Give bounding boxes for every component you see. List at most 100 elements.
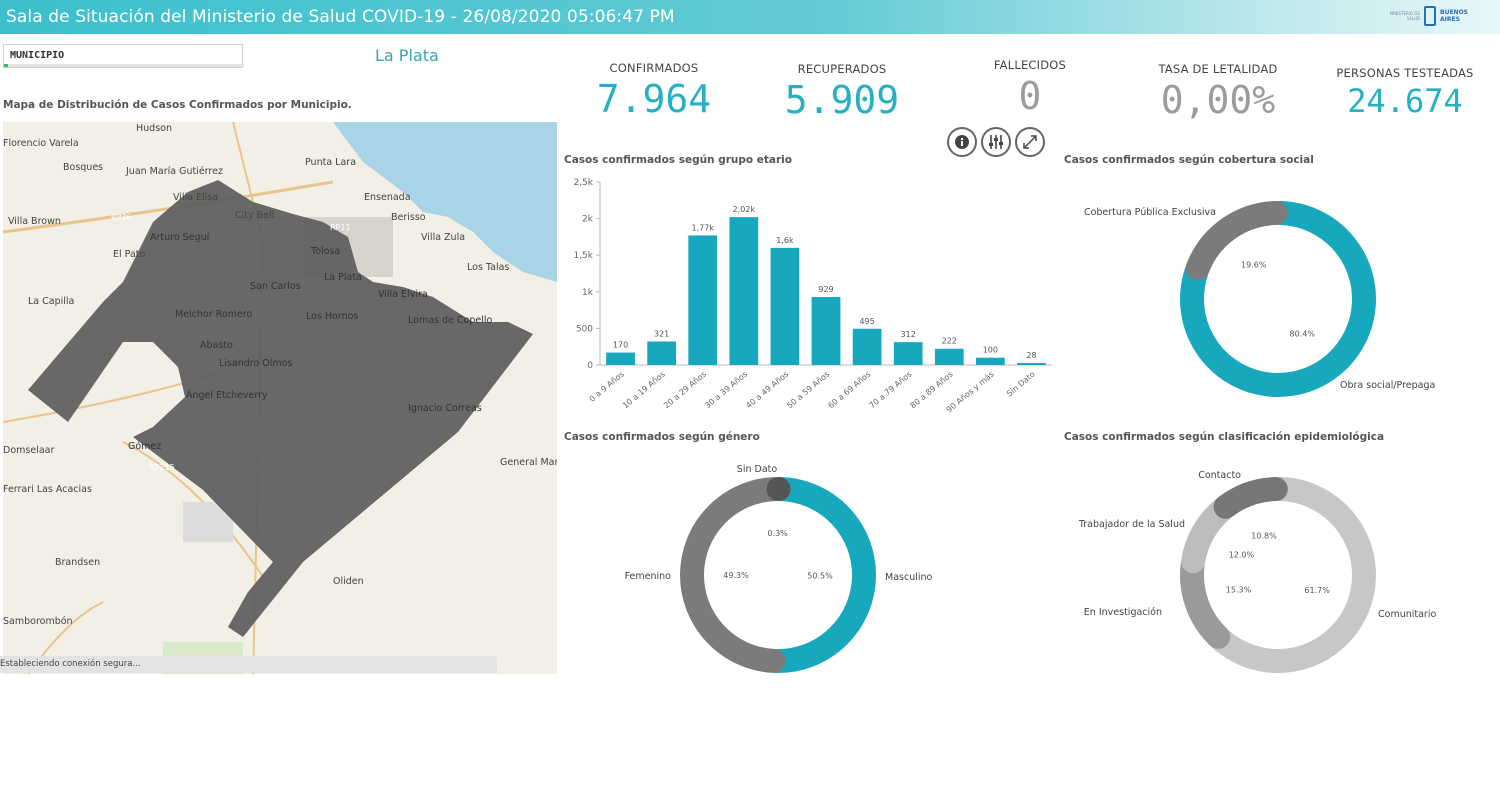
filters-button[interactable] — [981, 127, 1011, 157]
info-button[interactable] — [947, 127, 977, 157]
distribution-map[interactable]: Hudson Florencio Varela Bosques Juan Mar… — [3, 122, 557, 674]
municipio-filter-indicator — [4, 64, 8, 67]
slice-name-label: Trabajador de la Salud — [1078, 519, 1185, 530]
x-category-label: 30 a 39 Años — [703, 370, 749, 411]
slice-percent-label: 19.6% — [1241, 261, 1267, 270]
slice-name-label: Comunitario — [1378, 609, 1436, 620]
map-label: Juan María Gutiérrez — [125, 166, 223, 177]
kpi-confirmados: CONFIRMADOS 7.964 — [574, 61, 734, 121]
age-group-bar-chart[interactable]: 0 500 1k 1,5k 2k 2,5k 170 0 a 9 Años 321 10 a 19 … — [560, 170, 1060, 430]
map-label: Arturo Seguí — [150, 232, 210, 243]
slice-name-label: Masculino — [885, 572, 933, 583]
map-label: General Mansilla — [500, 457, 557, 468]
y-tick-label: 0 — [587, 361, 593, 371]
slice-name-label: Contacto — [1198, 470, 1241, 481]
slice-name-label: Sin Dato — [737, 464, 778, 475]
map-label: Villa Brown — [8, 216, 61, 227]
map-label: Oliden — [333, 576, 364, 587]
header-bar: Sala de Situación del Ministerio de Salu… — [0, 0, 1500, 34]
bar-value-label: 929 — [818, 285, 833, 294]
expand-icon — [1023, 135, 1037, 149]
map-label: RP11 — [330, 223, 351, 232]
coverage-chart-title: Casos confirmados según cobertura social — [1064, 154, 1314, 166]
y-tick-label: 2k — [582, 215, 594, 225]
kpi-fallecidos-label: FALLECIDOS — [993, 58, 1067, 72]
epi-chart-title: Casos confirmados según clasificación ep… — [1064, 431, 1385, 443]
kpi-recuperados: RECUPERADOS 5.909 — [762, 62, 922, 122]
bar-value-label: 2,02k — [733, 205, 756, 214]
bar-value-label: 321 — [654, 330, 669, 339]
slice-name-label: Femenino — [625, 571, 672, 582]
kpi-tasa-letalidad-value: 0,00% — [1160, 78, 1276, 122]
map-label: Villa Elvira — [378, 289, 428, 300]
map-label: RP36 — [111, 213, 132, 222]
x-category-label: 0 a 9 Años — [588, 370, 626, 404]
map-label: Melchor Romero — [175, 309, 252, 320]
bar — [811, 296, 841, 365]
map-label: Villa Zula — [421, 232, 465, 243]
map-labels: Hudson Florencio Varela Bosques Juan Mar… — [3, 123, 557, 627]
coverage-donut-chart[interactable]: 80.4% 19.6% Cobertura Pública Exclusiva Obr… — [1064, 182, 1484, 412]
kpi-confirmados-label: CONFIRMADOS — [609, 61, 699, 75]
road — [122, 441, 274, 593]
slice-percent-label: 49.3% — [723, 571, 749, 580]
kpi-tasa-letalidad: TASA DE LETALIDAD 0,00% — [1133, 62, 1303, 122]
map-label: City Bell — [235, 210, 274, 221]
map-label: Hudson — [136, 123, 172, 134]
slice-percent-label: 15.3% — [1226, 585, 1252, 594]
y-tick-label: 1,5k — [573, 251, 593, 261]
slice-percent-label: 10.8% — [1251, 531, 1277, 540]
bar-value-label: 1,77k — [692, 223, 715, 232]
fullscreen-button[interactable] — [1015, 127, 1045, 157]
sliders-icon — [989, 135, 1003, 149]
bar-value-label: 312 — [901, 330, 916, 339]
map-label: Florencio Varela — [3, 138, 79, 149]
map-label: Ángel Etcheverry — [186, 389, 268, 401]
bar — [1017, 362, 1046, 365]
bar — [893, 342, 923, 365]
epi-donut-chart[interactable]: 61.7% 15.3% 12.0% 10.8% Contacto Trabajador d… — [1064, 458, 1484, 688]
map-label: Los Hornos — [306, 311, 358, 322]
la-plata-district-polygon[interactable] — [28, 180, 533, 637]
donut-slice — [765, 477, 876, 674]
kpi-recuperados-label: RECUPERADOS — [797, 62, 887, 76]
page-title: Sala de Situación del Ministerio de Salu… — [6, 7, 675, 27]
kpi-recuperados-value: 5.909 — [784, 78, 900, 122]
map-label: Punta Lara — [305, 157, 356, 168]
bar-value-label: 28 — [1026, 351, 1036, 360]
bar — [647, 341, 677, 365]
donut-slice — [1180, 553, 1231, 649]
gender-donut-chart[interactable]: 50.5% 49.3% 0.3% Sin Dato Femenino Masculino — [564, 458, 994, 688]
map-label: La Capilla — [28, 296, 74, 307]
map-label: Berisso — [391, 212, 426, 223]
kpi-personas-testeadas-label: PERSONAS TESTEADAS — [1336, 66, 1474, 80]
kpi-fallecidos: FALLECIDOS 0 — [950, 58, 1110, 118]
road — [3, 180, 334, 234]
map-canvas: Hudson Florencio Varela Bosques Juan Mar… — [3, 122, 557, 674]
kpi-tasa-letalidad-label: TASA DE LETALIDAD — [1158, 62, 1278, 76]
x-category-label: 20 a 29 Años — [662, 370, 708, 411]
municipio-filter-label: MUNICIPIO — [10, 50, 65, 61]
donut-slice — [1209, 477, 1376, 673]
map-label: Domselaar — [3, 445, 54, 456]
bar — [770, 247, 800, 365]
x-category-label: 40 a 49 Años — [744, 370, 790, 411]
slice-percent-label: 80.4% — [1290, 329, 1316, 338]
brand-name-text: BUENOS AIRES — [1440, 9, 1468, 23]
y-tick-label: 2,5k — [573, 178, 593, 188]
x-category-label: 70 a 79 Años — [867, 370, 913, 411]
donut-slice — [1185, 201, 1288, 281]
municipio-filter[interactable]: MUNICIPIO — [3, 44, 244, 68]
bar-value-label: 495 — [859, 317, 874, 326]
kpi-personas-testeadas: PERSONAS TESTEADAS 24.674 — [1320, 66, 1490, 120]
donut-slice — [680, 477, 787, 673]
y-tick-label: 500 — [576, 324, 593, 334]
map-label: Tolosa — [310, 246, 340, 257]
donut-slice — [1213, 477, 1288, 519]
map-label: RP215 — [149, 463, 175, 472]
map-label: Abasto — [200, 340, 233, 351]
x-category-label: Sin Dato — [1005, 370, 1037, 399]
map-label: Ignacio Correas — [408, 403, 482, 414]
slice-percent-label: 61.7% — [1304, 586, 1330, 595]
map-label: El Pato — [113, 249, 146, 260]
